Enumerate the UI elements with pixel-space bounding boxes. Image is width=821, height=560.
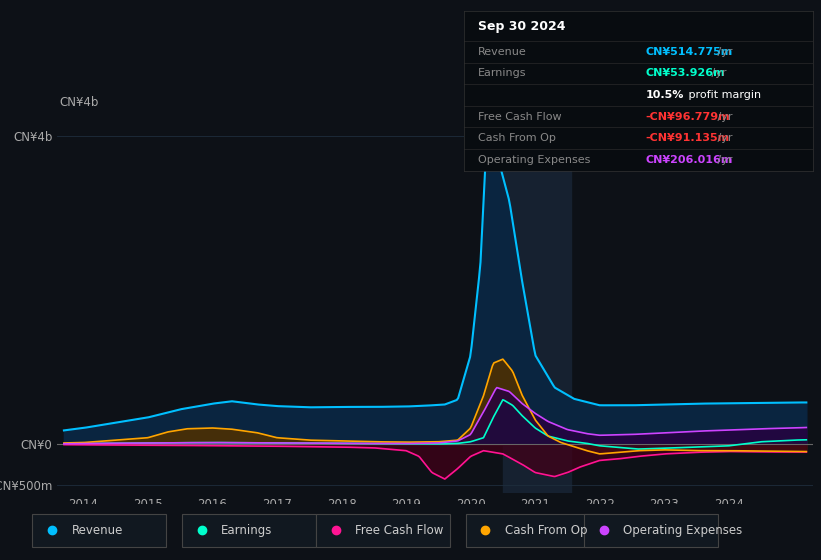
Bar — [584, 514, 718, 547]
Text: -CN¥96.779m: -CN¥96.779m — [645, 111, 730, 122]
Text: Earnings: Earnings — [222, 524, 273, 537]
Text: Revenue: Revenue — [478, 46, 526, 57]
Text: Free Cash Flow: Free Cash Flow — [355, 524, 443, 537]
Text: Free Cash Flow: Free Cash Flow — [478, 111, 562, 122]
Text: Revenue: Revenue — [71, 524, 123, 537]
Text: /yr: /yr — [714, 111, 733, 122]
Text: /yr: /yr — [714, 46, 733, 57]
Bar — [32, 514, 166, 547]
Text: /yr: /yr — [714, 133, 733, 143]
Text: Earnings: Earnings — [478, 68, 526, 78]
Text: Cash From Op: Cash From Op — [478, 133, 556, 143]
Text: CN¥4b: CN¥4b — [59, 96, 99, 109]
Text: -CN¥91.135m: -CN¥91.135m — [645, 133, 729, 143]
Text: Cash From Op: Cash From Op — [505, 524, 588, 537]
Text: profit margin: profit margin — [686, 90, 762, 100]
Bar — [466, 514, 599, 547]
Text: 10.5%: 10.5% — [645, 90, 684, 100]
Text: /yr: /yr — [708, 68, 727, 78]
Bar — [503, 112, 571, 493]
Bar — [316, 514, 450, 547]
Text: /yr: /yr — [714, 155, 733, 165]
Text: Operating Expenses: Operating Expenses — [623, 524, 742, 537]
Bar — [182, 514, 316, 547]
Text: Operating Expenses: Operating Expenses — [478, 155, 590, 165]
Text: Sep 30 2024: Sep 30 2024 — [478, 20, 566, 32]
Text: CN¥206.016m: CN¥206.016m — [645, 155, 732, 165]
Text: CN¥514.775m: CN¥514.775m — [645, 46, 732, 57]
Text: CN¥53.926m: CN¥53.926m — [645, 68, 725, 78]
